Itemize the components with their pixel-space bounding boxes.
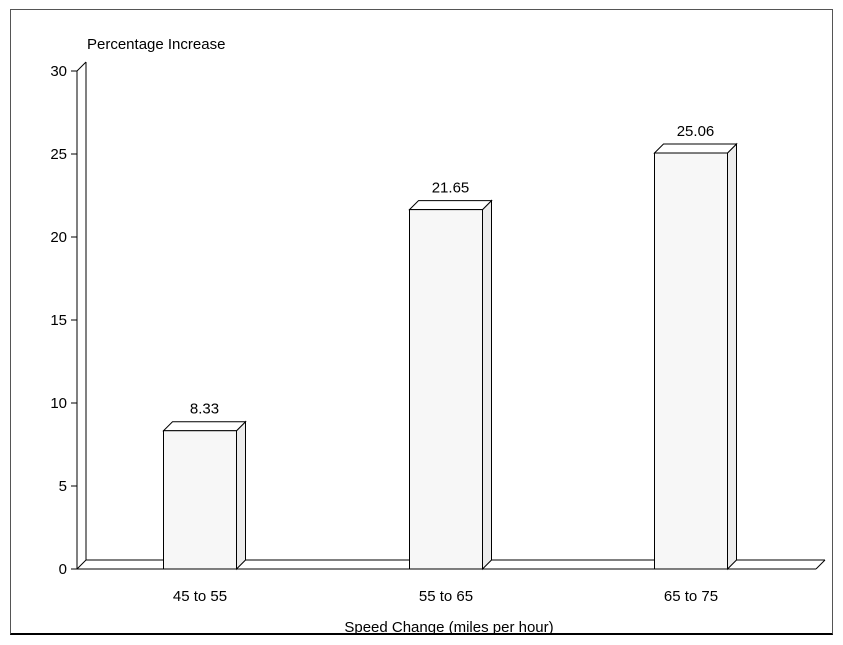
bar-group	[653, 142, 738, 571]
bar-group	[162, 420, 247, 571]
x-axis-label: Speed Change (miles per hour)	[344, 619, 553, 636]
axis-top-edge	[76, 61, 87, 72]
bar-top	[408, 200, 493, 211]
bar	[163, 430, 237, 570]
y-tick-label: 10	[50, 395, 67, 412]
floor-right-edge	[815, 559, 826, 570]
y-axis-label: Percentage Increase	[87, 36, 225, 53]
bar-top	[653, 143, 738, 154]
y-tick-label: 0	[59, 561, 67, 578]
data-label: 21.65	[432, 180, 470, 197]
x-tick-label: 65 to 75	[664, 588, 718, 605]
data-label: 25.06	[677, 123, 715, 140]
y-tick-label: 15	[50, 312, 67, 329]
x-tick-label: 45 to 55	[173, 588, 227, 605]
y-tick-label: 20	[50, 229, 67, 246]
y-tick-label: 25	[50, 146, 67, 163]
y-tick-label: 30	[50, 63, 67, 80]
bar	[654, 152, 728, 570]
bar-side	[727, 142, 737, 571]
x-tick-label: 55 to 65	[419, 588, 473, 605]
bar-group	[408, 199, 493, 571]
bar-side	[482, 199, 492, 571]
bar-top	[162, 421, 247, 432]
data-label: 8.33	[190, 401, 219, 418]
bars-layer: 8.33 45 to 55 21.65 55 to 65 25.06 65 to 75	[162, 123, 738, 605]
floor-left-edge	[76, 559, 87, 570]
bar-side	[236, 420, 246, 571]
chart-frame	[10, 9, 833, 635]
y-tick-label: 5	[59, 478, 67, 495]
bar	[409, 209, 483, 570]
